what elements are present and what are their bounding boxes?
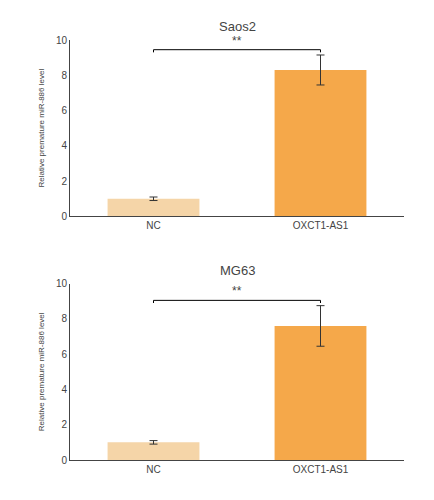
svg-text:10: 10 <box>56 278 68 289</box>
svg-text:0: 0 <box>61 211 67 222</box>
svg-text:8: 8 <box>61 313 67 324</box>
svg-text:2: 2 <box>61 419 67 430</box>
svg-text:4: 4 <box>61 140 67 151</box>
svg-text:NC: NC <box>146 220 160 231</box>
svg-text:Relative premature miR-886 lev: Relative premature miR-886 level <box>37 69 46 188</box>
svg-text:Relative premature miR-886 lev: Relative premature miR-886 level <box>37 312 46 431</box>
svg-text:**: ** <box>232 284 242 298</box>
svg-text:6: 6 <box>61 349 67 360</box>
svg-text:OXCT1-AS1: OXCT1-AS1 <box>293 464 349 475</box>
svg-text:8: 8 <box>61 70 67 81</box>
svg-text:MG63: MG63 <box>220 263 255 278</box>
svg-text:4: 4 <box>61 384 67 395</box>
svg-text:6: 6 <box>61 105 67 116</box>
svg-text:10: 10 <box>56 35 68 46</box>
svg-text:0: 0 <box>61 455 67 466</box>
svg-text:**: ** <box>232 34 242 48</box>
svg-text:2: 2 <box>61 176 67 187</box>
svg-text:Saos2: Saos2 <box>219 19 256 34</box>
svg-text:NC: NC <box>146 464 160 475</box>
svg-text:OXCT1-AS1: OXCT1-AS1 <box>293 220 349 231</box>
